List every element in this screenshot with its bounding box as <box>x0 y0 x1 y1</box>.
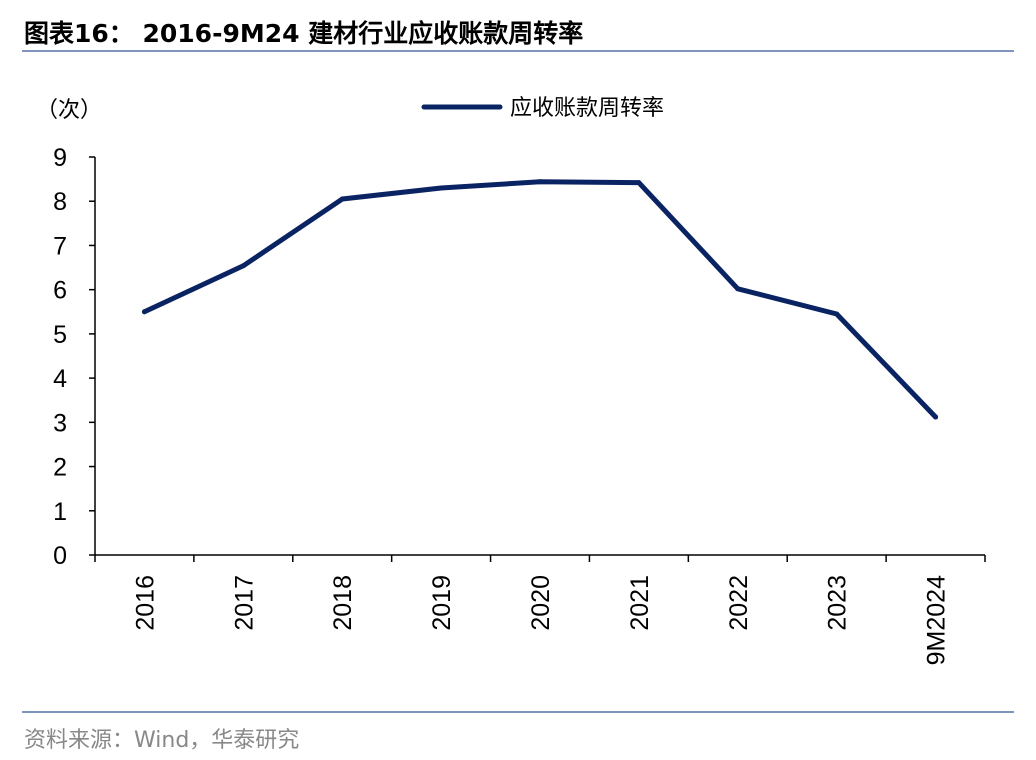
series-line <box>141 179 939 420</box>
x-tick-label: 9M2024 <box>923 575 951 665</box>
source-note: 资料来源：Wind，华泰研究 <box>24 728 300 753</box>
y-axis-unit: （次） <box>36 98 102 123</box>
data-point <box>438 185 444 191</box>
data-point <box>537 179 543 185</box>
y-tick-label: 3 <box>53 409 67 437</box>
x-tick-label: 2017 <box>230 575 258 631</box>
data-point <box>735 286 741 292</box>
data-point <box>933 414 939 420</box>
data-point <box>339 196 345 202</box>
x-tick-label: 2021 <box>626 575 654 631</box>
y-tick-label: 4 <box>53 365 67 393</box>
x-tick-label: 2018 <box>329 575 357 631</box>
data-point <box>240 263 246 269</box>
y-tick-label: 2 <box>53 454 67 482</box>
line-chart: 0 1 2 3 4 5 6 7 8 9 2016 2017 2018 2019 2020 2021 2022 20… <box>36 96 986 665</box>
x-tick-label: 2019 <box>428 575 456 631</box>
data-point <box>141 309 147 315</box>
y-tick-label: 7 <box>53 232 67 260</box>
x-tick-label: 2023 <box>824 575 852 631</box>
data-point <box>834 311 840 317</box>
legend-label: 应收账款周转率 <box>510 96 664 121</box>
y-tick-label: 5 <box>53 321 67 349</box>
y-tick-label: 0 <box>53 542 67 570</box>
x-tick-label: 2016 <box>131 575 159 631</box>
y-tick-label: 1 <box>53 498 67 526</box>
x-tick-label: 2022 <box>725 575 753 631</box>
title-divider <box>22 50 1014 52</box>
x-tick-label: 2020 <box>527 575 555 631</box>
data-point <box>636 180 642 186</box>
figure-title: 图表16： 2016-9M24 建材行业应收账款周转率 <box>24 19 584 48</box>
y-tick-label: 6 <box>53 277 67 305</box>
footer-divider <box>22 711 1014 713</box>
y-tick-label: 9 <box>53 144 67 172</box>
y-tick-label: 8 <box>53 188 67 216</box>
